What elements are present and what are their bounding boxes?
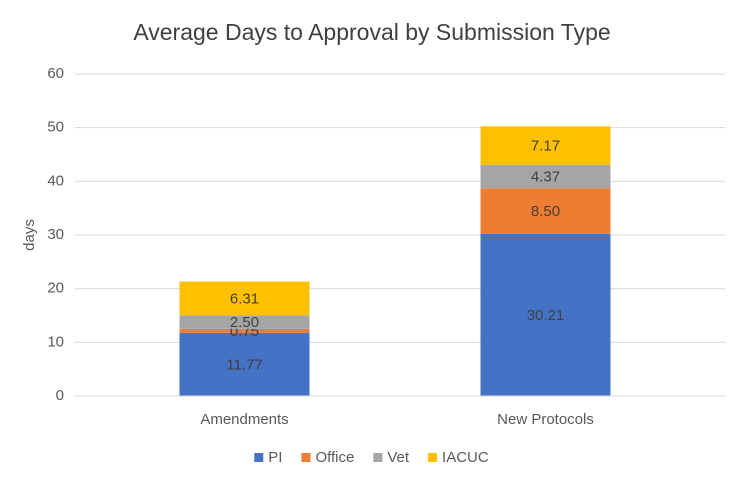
bar-segment <box>179 332 310 396</box>
x-tick-label: New Protocols <box>497 411 594 428</box>
y-tick-label: 60 <box>47 65 64 82</box>
legend-swatch <box>254 453 264 462</box>
bar-segment <box>179 315 310 329</box>
y-tick-label: 10 <box>47 333 64 350</box>
data-label: 8.50 <box>531 203 560 220</box>
data-label: 4.37 <box>531 168 560 185</box>
bar-segment <box>480 233 611 396</box>
y-tick-label: 50 <box>47 119 64 136</box>
legend-label: Office <box>315 449 354 466</box>
y-tick-label: 40 <box>47 172 64 189</box>
y-axis-label: days <box>21 219 38 251</box>
y-tick-label: 30 <box>47 226 64 243</box>
data-label: 6.31 <box>230 290 259 307</box>
legend-label: PI <box>268 449 282 466</box>
x-tick-label: Amendments <box>200 411 288 428</box>
data-label: 2.50 <box>230 314 259 331</box>
bar-segment <box>179 281 310 316</box>
y-tick-label: 0 <box>56 387 64 404</box>
legend-label: IACUC <box>442 449 489 466</box>
bar-segment <box>179 328 310 333</box>
legend-swatch <box>428 453 438 462</box>
y-tick-label: 20 <box>47 280 64 297</box>
legend-swatch <box>301 453 311 462</box>
bar-segment <box>480 126 611 165</box>
legend-swatch <box>373 453 383 462</box>
data-label: 7.17 <box>531 138 560 155</box>
bar-segment <box>480 188 611 234</box>
data-label: 30.21 <box>527 307 565 324</box>
data-label: 11.77 <box>226 356 262 373</box>
bar-segment <box>480 164 611 189</box>
legend-label: Vet <box>387 449 410 466</box>
chart-title: Average Days to Approval by Submission T… <box>133 19 610 45</box>
